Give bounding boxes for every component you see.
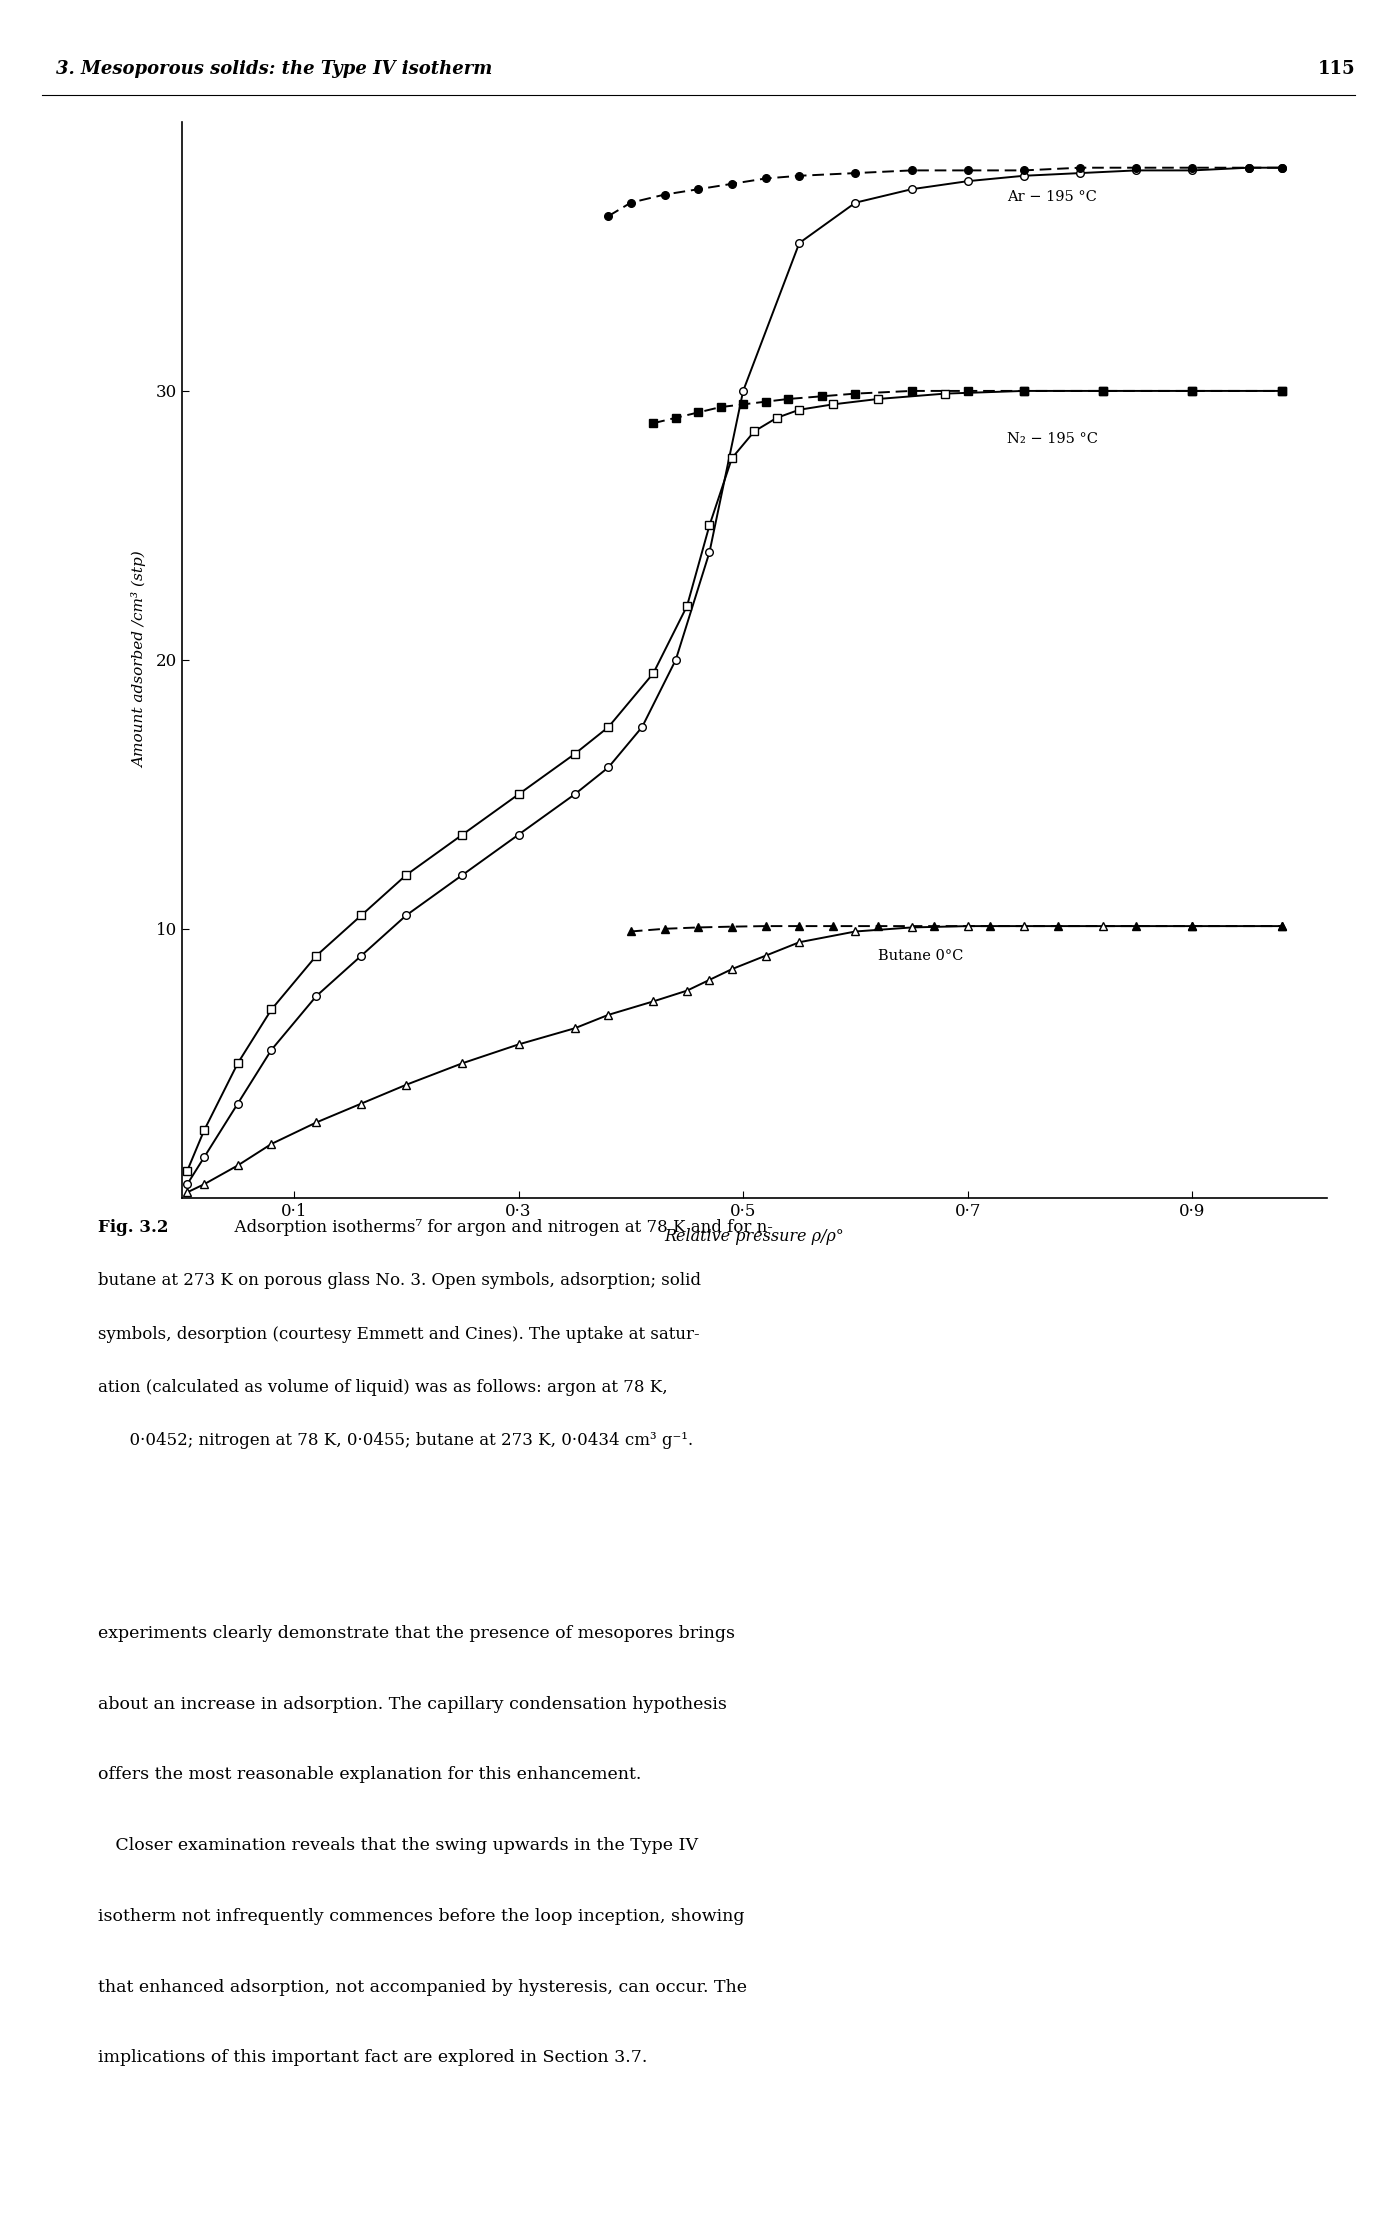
Text: implications of this important fact are explored in Section 3.7.: implications of this important fact are …: [98, 2049, 647, 2067]
Text: about an increase in adsorption. The capillary condensation hypothesis: about an increase in adsorption. The cap…: [98, 1697, 726, 1712]
Text: butane at 273 K on porous glass No. 3. Open symbols, adsorption; solid: butane at 273 K on porous glass No. 3. O…: [98, 1273, 701, 1289]
Text: ation (calculated as volume of liquid) was as follows: argon at 78 K,: ation (calculated as volume of liquid) w…: [98, 1380, 668, 1395]
X-axis label: Relative pressure ρ/ρ°: Relative pressure ρ/ρ°: [665, 1229, 844, 1244]
Text: 0·0452; nitrogen at 78 K, 0·0455; butane at 273 K, 0·0434 cm³ g⁻¹.: 0·0452; nitrogen at 78 K, 0·0455; butane…: [98, 1433, 693, 1448]
Text: offers the most reasonable explanation for this enhancement.: offers the most reasonable explanation f…: [98, 1766, 641, 1783]
Text: symbols, desorption (courtesy Emmett and Cines). The uptake at satur-: symbols, desorption (courtesy Emmett and…: [98, 1326, 700, 1342]
Text: that enhanced adsorption, not accompanied by hysteresis, can occur. The: that enhanced adsorption, not accompanie…: [98, 1978, 747, 1996]
Text: N₂ − 195 °C: N₂ − 195 °C: [1007, 433, 1098, 446]
Text: Fig. 3.2: Fig. 3.2: [98, 1220, 168, 1235]
Text: Ar − 195 °C: Ar − 195 °C: [1007, 191, 1097, 204]
Text: isotherm not infrequently commences before the loop inception, showing: isotherm not infrequently commences befo…: [98, 1907, 745, 1925]
Y-axis label: Amount adsorbed /cm³ (stp): Amount adsorbed /cm³ (stp): [133, 552, 147, 767]
Text: Closer examination reveals that the swing upwards in the Type IV: Closer examination reveals that the swin…: [98, 1837, 697, 1854]
Text: 3. Mesoporous solids: the Type IV isotherm: 3. Mesoporous solids: the Type IV isothe…: [56, 60, 492, 78]
Text: Butane 0°C: Butane 0°C: [877, 949, 964, 963]
Text: Adsorption isotherms⁷ for argon and nitrogen at 78 K and for n-: Adsorption isotherms⁷ for argon and nitr…: [224, 1220, 773, 1235]
Text: experiments clearly demonstrate that the presence of mesopores brings: experiments clearly demonstrate that the…: [98, 1626, 735, 1641]
Text: 115: 115: [1317, 60, 1355, 78]
